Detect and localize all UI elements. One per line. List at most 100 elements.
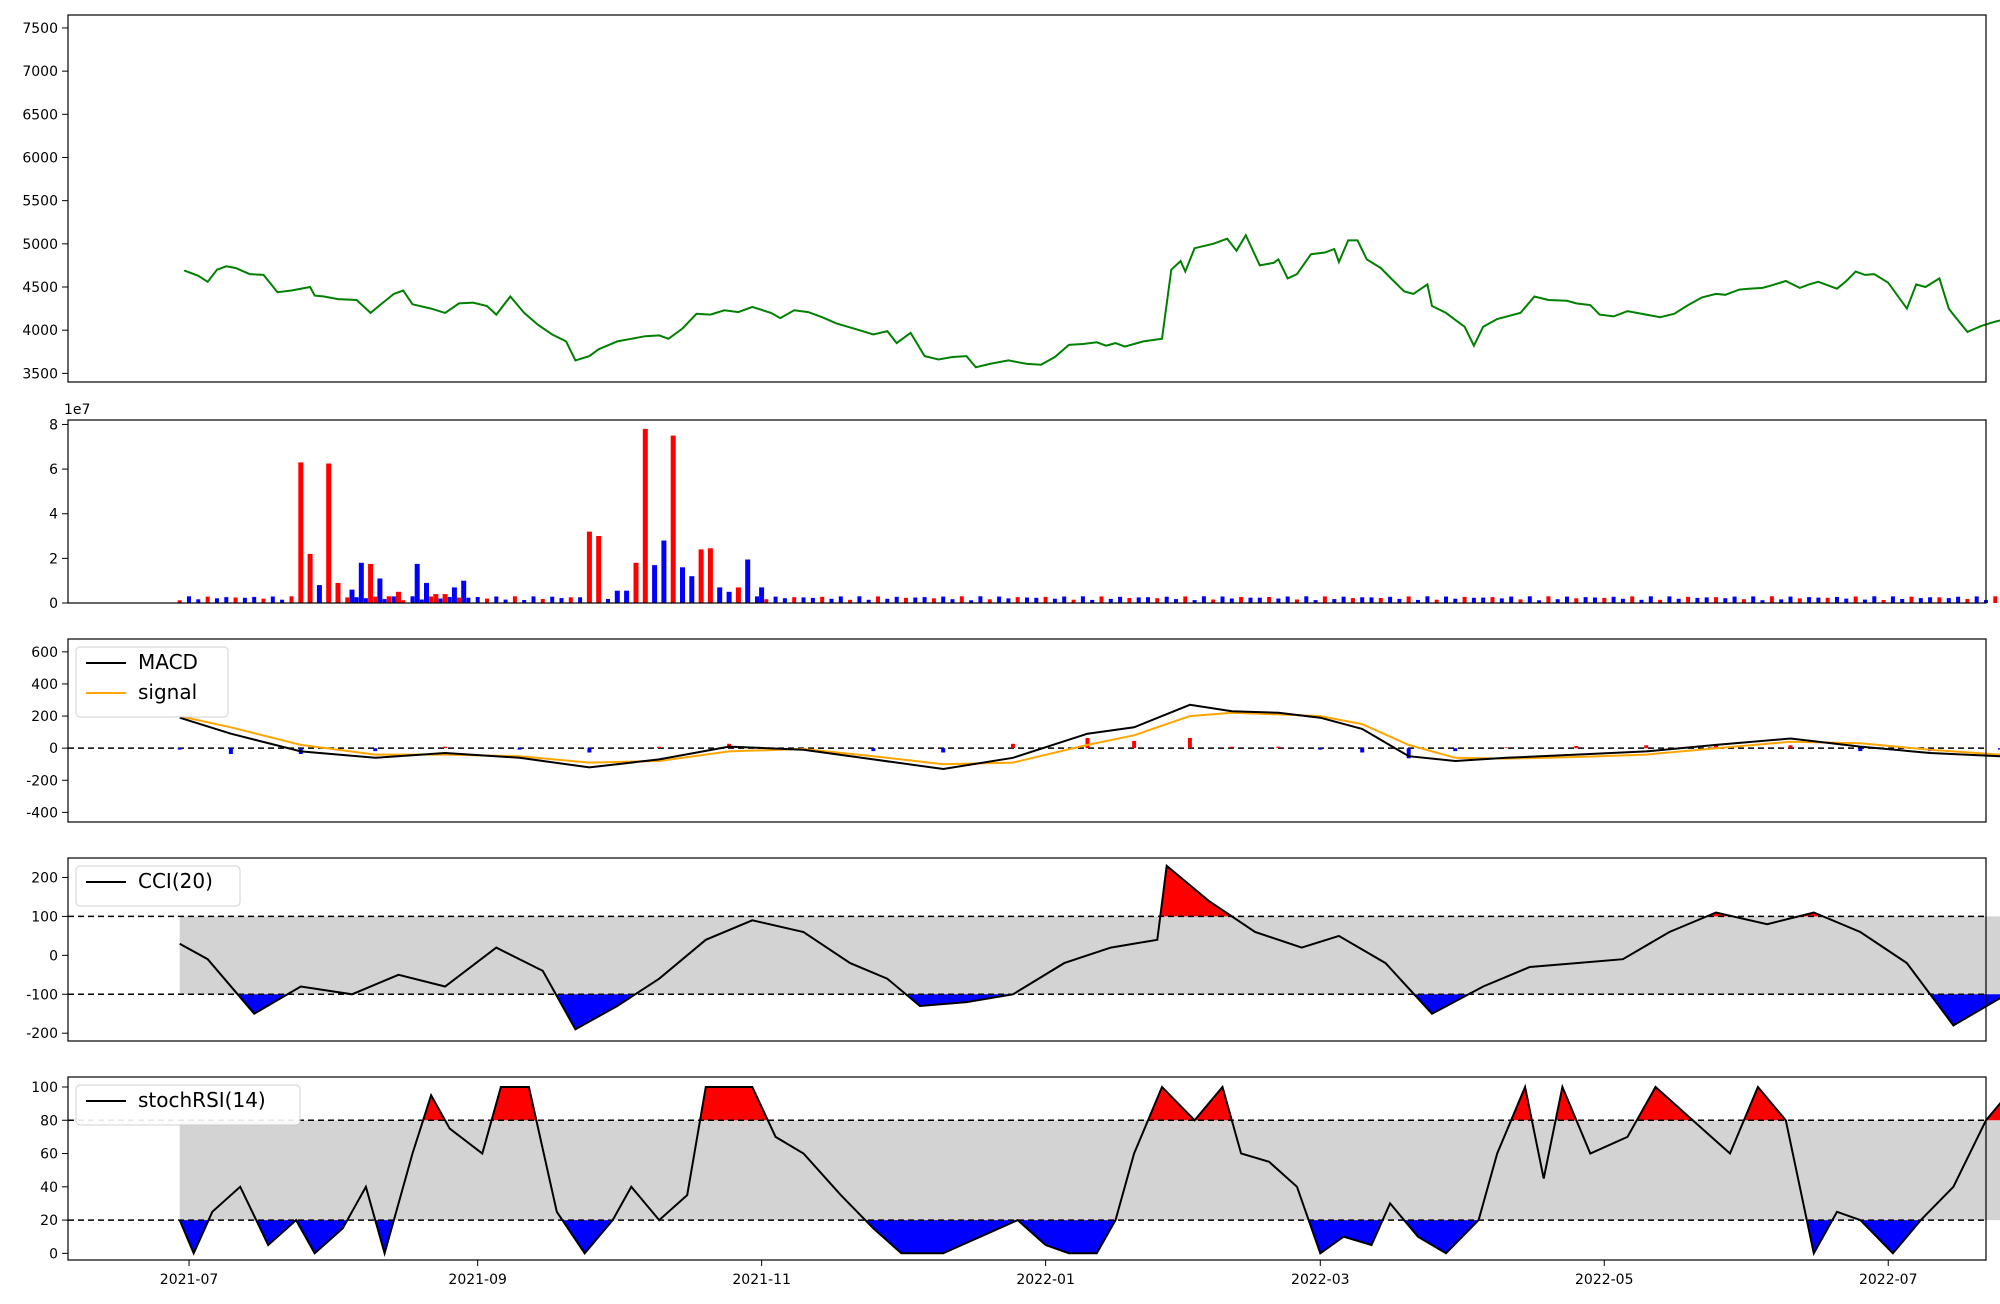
volume-bar <box>466 597 471 603</box>
stochrsi-ytick-label: 20 <box>40 1213 58 1229</box>
volume-bar <box>1853 596 1858 603</box>
price-point <box>858 329 861 331</box>
volume-bar <box>606 599 610 603</box>
volume-bar <box>1118 596 1123 603</box>
price-ytick-label: 7000 <box>22 64 58 80</box>
price-point <box>937 358 940 361</box>
volume-bar <box>1220 596 1225 603</box>
macd-line <box>179 703 2000 771</box>
volume-bar <box>1844 598 1849 603</box>
volume-bar <box>1229 598 1234 603</box>
price-point <box>1701 296 1703 298</box>
volume-bar <box>1211 599 1216 603</box>
volume-bar <box>1769 596 1774 603</box>
volume-bar <box>1816 597 1821 603</box>
volume-ytick-label: 0 <box>49 596 58 612</box>
volume-bar <box>298 462 304 603</box>
macd-hist-bar <box>657 746 662 749</box>
volume-bar <box>959 596 964 603</box>
volume-bar <box>1388 596 1393 603</box>
volume-bar <box>652 565 658 603</box>
volume-bar <box>596 536 602 603</box>
volume-bar <box>475 597 480 603</box>
price-point <box>630 338 632 340</box>
stochrsi-ytick-label: 40 <box>40 1180 58 1196</box>
volume-bar <box>578 597 583 603</box>
price-point <box>924 355 926 357</box>
volume-bar <box>1276 598 1281 603</box>
volume-bar <box>1453 598 1458 603</box>
price-point <box>1915 283 1917 285</box>
volume-bar <box>1052 598 1057 603</box>
price-point <box>1040 364 1042 366</box>
volume-bar <box>196 599 201 603</box>
price-ytick-label: 3500 <box>22 366 58 382</box>
volume-bar <box>358 562 364 603</box>
volume-bar <box>1267 597 1272 603</box>
volume-bar <box>1900 599 1905 603</box>
x-tick-label: 2022-05 <box>1575 1272 1634 1288</box>
macd-hist-bar <box>1318 748 1323 750</box>
price-point <box>1589 304 1591 306</box>
volume-bar <box>187 596 191 603</box>
price-point <box>1817 281 1819 283</box>
price-point <box>509 295 511 298</box>
price-point <box>207 281 209 283</box>
price-point <box>1026 363 1028 365</box>
macd-hist-bar <box>1187 738 1192 749</box>
volume-bar <box>1890 596 1895 603</box>
price-point <box>1403 290 1405 292</box>
macd-ytick-label: 400 <box>31 677 58 693</box>
price-point <box>1082 343 1084 345</box>
volume-bar <box>261 598 266 603</box>
price-point <box>1277 258 1279 260</box>
volume-bar <box>689 576 695 603</box>
stochrsi-oversold-fill <box>1860 1220 1921 1254</box>
volume-bar <box>1714 597 1718 603</box>
volume-bar <box>614 590 620 603</box>
price-point <box>1212 243 1214 245</box>
volume-bar <box>633 562 639 603</box>
volume-bar <box>1658 599 1663 603</box>
volume-bar <box>1602 597 1607 603</box>
price-ytick-label: 6500 <box>22 107 58 123</box>
volume-bar <box>1108 598 1113 603</box>
price-point <box>1389 276 1391 279</box>
price-point <box>393 293 395 295</box>
volume-bar <box>1583 597 1588 603</box>
volume-bar <box>1462 596 1467 603</box>
price-point <box>1105 345 1107 347</box>
stochrsi-frame <box>67 1076 1987 1261</box>
cci-ytick-label: 100 <box>31 909 58 925</box>
volume-bar <box>1779 599 1784 603</box>
volume-bar <box>1136 597 1141 603</box>
volume-bar <box>1490 597 1495 603</box>
price-point <box>1124 346 1126 348</box>
price-point <box>872 333 875 336</box>
volume-bar <box>377 578 383 603</box>
price-point <box>598 348 600 350</box>
cci-ytick-label: 200 <box>31 870 58 886</box>
price-point <box>430 308 432 310</box>
macd-ytick-label: -200 <box>26 773 58 789</box>
volume-bar <box>1192 600 1197 603</box>
price-point <box>1645 314 1647 316</box>
price-point <box>1855 270 1857 273</box>
price-point <box>1184 270 1186 273</box>
price-point <box>951 356 954 358</box>
volume-bar <box>755 596 759 603</box>
macd-hist-bar <box>941 748 946 753</box>
macd-hist-bar <box>228 748 233 754</box>
volume-bar <box>1993 596 1998 603</box>
x-tick-label: 2022-07 <box>1859 1272 1918 1288</box>
volume-bar <box>414 563 420 603</box>
volume-bar <box>1974 596 1979 603</box>
volume-bar <box>1593 597 1597 603</box>
volume-bar <box>1127 598 1132 603</box>
volume-bar <box>1565 596 1569 603</box>
price-point <box>225 265 227 267</box>
macd-hist-bar <box>1406 748 1411 759</box>
volume-bar <box>457 597 461 603</box>
volume-bar <box>1676 598 1681 603</box>
volume-bar <box>1146 597 1150 603</box>
